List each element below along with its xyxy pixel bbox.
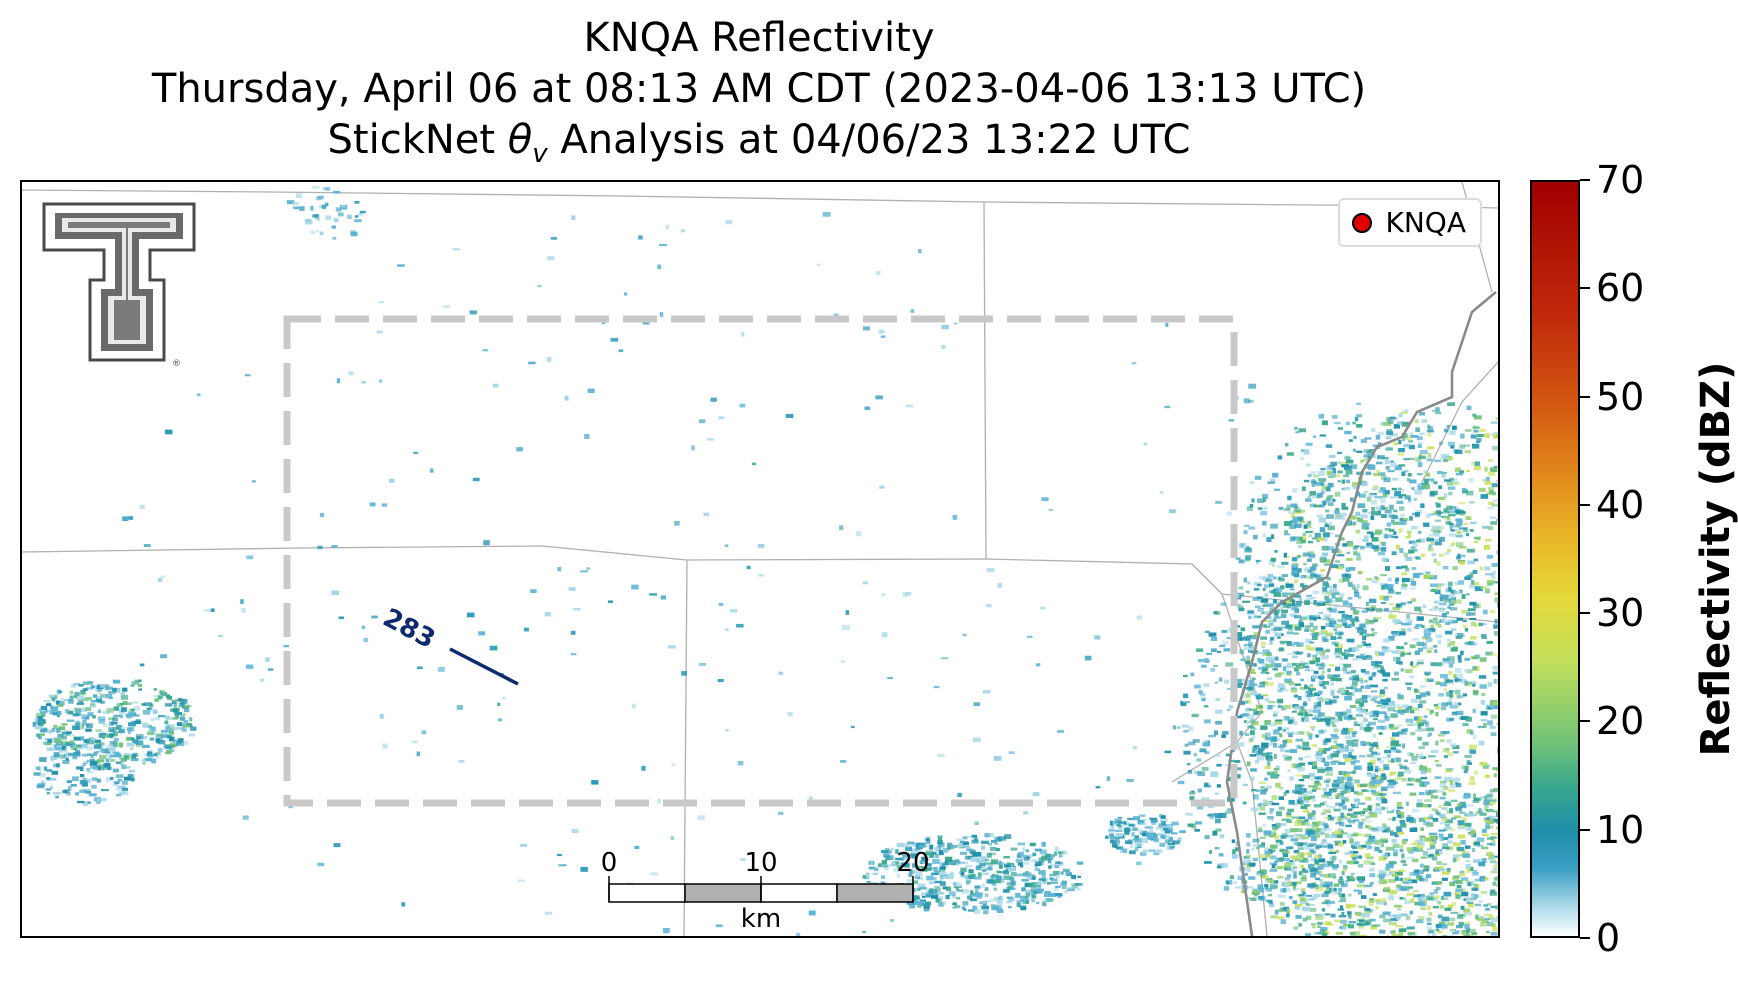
county-line-far-east (1421, 361, 1498, 483)
scale-label-0: 0 (600, 848, 618, 878)
title-line-3-suffix: Analysis at 04/06/23 13:22 UTC (547, 117, 1191, 163)
eastern-boundary-line (1225, 291, 1497, 936)
title-line-3: StickNet θv Analysis at 04/06/23 13:22 U… (0, 118, 1518, 176)
colorbar-label-20: 20 (1596, 699, 1645, 744)
scale-label-10: 10 (744, 848, 778, 878)
map-canvas: ® (22, 182, 1498, 936)
county-line-vertical-middle (683, 559, 688, 936)
colorbar-label-50: 50 (1596, 374, 1645, 419)
colorbar-tick-0 (1580, 937, 1590, 939)
colorbar-tick-50 (1580, 395, 1590, 398)
county-line-vertical-east (983, 201, 987, 560)
radar-map[interactable]: ® 283 0 10 20 km KNQA (20, 180, 1500, 938)
theta-symbol: θ (507, 117, 533, 163)
colorbar-title: Reflectivity (dBZ) (1693, 361, 1738, 757)
reflectivity-colorbar (1530, 180, 1580, 938)
scale-bar (608, 876, 914, 903)
colorbar-tick-20 (1580, 720, 1590, 723)
colorbar-label-70: 70 (1596, 158, 1645, 202)
scale-label-20: 20 (896, 848, 930, 878)
colorbar-label-60: 60 (1596, 266, 1645, 311)
scale-unit: km (740, 904, 782, 934)
theta-subscript: v (532, 139, 548, 169)
colorbar-label-40: 40 (1596, 482, 1645, 527)
county-line-north (22, 189, 1498, 209)
county-line-middle (22, 545, 1498, 623)
colorbar-label-10: 10 (1596, 807, 1645, 852)
scale-segment-1 (608, 883, 686, 903)
colorbar-tick-30 (1580, 612, 1590, 615)
title-line-1: KNQA Reflectivity (583, 15, 935, 61)
title-line-2: Thursday, April 06 at 08:13 AM CDT (2023… (151, 66, 1367, 112)
analysis-domain-box (283, 315, 1238, 807)
colorbar-tick-10 (1580, 828, 1590, 831)
colorbar-tick-70 (1580, 179, 1590, 181)
scale-segment-3 (760, 883, 838, 903)
colorbar-tick-60 (1580, 287, 1590, 290)
colorbar-label-0: 0 (1596, 916, 1621, 960)
colorbar-label-30: 30 (1596, 591, 1645, 636)
colorbar-tick-40 (1580, 503, 1590, 506)
theta-v-contour-line (449, 647, 519, 686)
radar-site-marker-icon (1351, 212, 1372, 233)
legend-label: KNQA (1385, 206, 1467, 239)
scale-segment-4 (836, 883, 914, 903)
radar-echoes (32, 185, 1498, 936)
scale-segment-2 (684, 883, 762, 903)
title-line-3-prefix: StickNet (327, 117, 508, 163)
map-legend: KNQA (1337, 198, 1482, 247)
texas-tech-double-t-logo: ® (42, 202, 196, 369)
